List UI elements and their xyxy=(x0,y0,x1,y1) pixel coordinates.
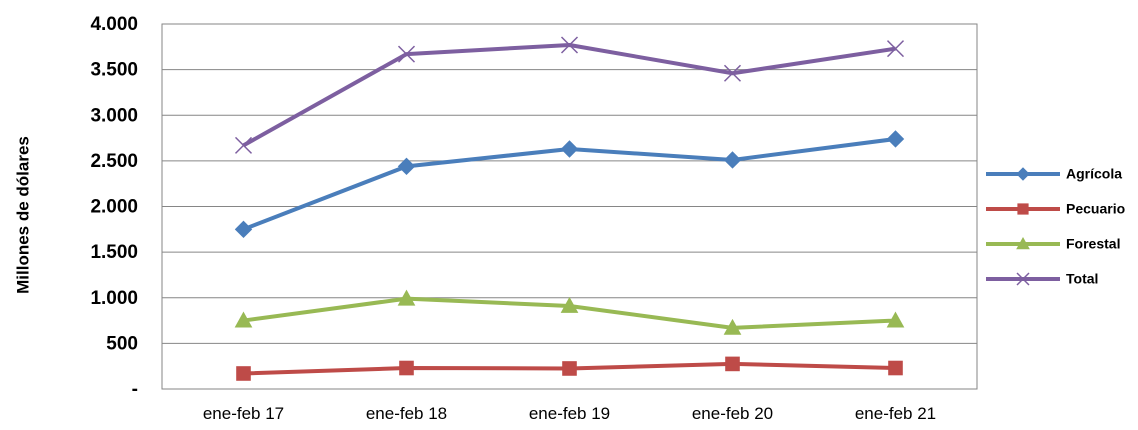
data-point-triangle xyxy=(397,289,416,306)
data-point-square xyxy=(1017,203,1029,215)
series-line xyxy=(242,42,896,148)
series-pecuario xyxy=(236,356,903,381)
y-tick-label: 1.000 xyxy=(90,288,138,309)
data-point-diamond xyxy=(560,140,579,158)
y-tick-label: 2.000 xyxy=(90,197,138,218)
series-lines xyxy=(234,36,905,381)
data-point-diamond xyxy=(886,130,905,148)
legend: Agrícola Pecuario Forestal Total xyxy=(986,166,1125,287)
y-tick-label: 500 xyxy=(106,333,138,354)
legend-label: Agrícola xyxy=(1066,166,1122,182)
data-point-diamond xyxy=(397,157,416,176)
data-point-square xyxy=(562,361,577,376)
data-point-diamond xyxy=(723,151,742,169)
data-point-triangle xyxy=(560,296,579,313)
data-point-diamond xyxy=(1016,167,1030,181)
data-point-x xyxy=(1016,272,1030,286)
x-axis-ticks: ene-feb 17 ene-feb 18 ene-feb 19 ene-feb 20… xyxy=(203,404,936,423)
y-tick-label: 1.500 xyxy=(90,242,138,263)
series-total xyxy=(234,36,905,154)
series-forestal xyxy=(234,289,905,335)
data-point-x xyxy=(234,136,253,154)
y-axis-ticks: - 500 1.000 1.500 2.000 2.500 3.000 3.500 4.000 xyxy=(90,14,138,400)
data-point-x xyxy=(723,64,742,82)
legend-item: Pecuario xyxy=(986,201,1125,217)
legend-label: Total xyxy=(1066,271,1098,287)
y-tick-label: 4.000 xyxy=(90,14,138,35)
data-point-triangle xyxy=(1016,236,1030,250)
data-point-square xyxy=(399,360,414,376)
grid-lines xyxy=(161,23,978,390)
x-tick-label: ene-feb 17 xyxy=(203,404,284,423)
x-tick-label: ene-feb 19 xyxy=(529,404,610,423)
plot-area-border xyxy=(161,23,978,390)
data-point-triangle xyxy=(234,311,253,328)
data-point-square xyxy=(236,366,251,381)
data-point-diamond xyxy=(234,220,253,239)
y-tick-label: 3.500 xyxy=(90,60,138,81)
y-tick-label: 3.000 xyxy=(90,105,138,126)
legend-label: Forestal xyxy=(1066,236,1120,252)
x-tick-label: ene-feb 21 xyxy=(855,404,936,423)
data-point-square xyxy=(725,356,740,372)
legend-item: Total xyxy=(986,271,1098,287)
data-point-square xyxy=(888,360,903,376)
legend-item: Agrícola xyxy=(986,166,1122,182)
data-point-x xyxy=(886,40,905,58)
data-point-x xyxy=(397,45,416,63)
x-tick-label: ene-feb 18 xyxy=(366,404,447,423)
legend-item: Forestal xyxy=(986,236,1120,252)
x-tick-label: ene-feb 20 xyxy=(692,404,773,423)
y-tick-label: 2.500 xyxy=(90,151,138,172)
series-agrícola xyxy=(234,130,905,239)
legend-label: Pecuario xyxy=(1066,201,1125,217)
y-axis-label: Millones de dólares xyxy=(13,136,32,294)
data-point-triangle xyxy=(723,318,742,335)
y-tick-label: - xyxy=(132,379,138,400)
data-point-x xyxy=(560,36,579,54)
data-point-triangle xyxy=(886,311,905,328)
